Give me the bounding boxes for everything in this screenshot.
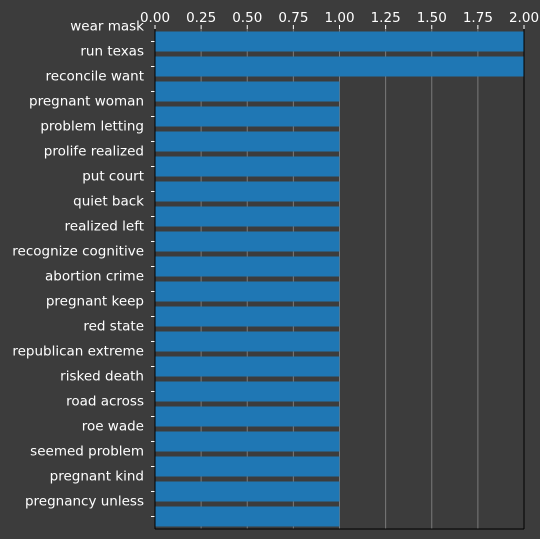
- bar: [155, 81, 340, 102]
- x-tick-label: 0.75: [278, 10, 308, 26]
- grid-lines: [154, 29, 525, 529]
- bar: [155, 231, 340, 252]
- bars: [155, 31, 524, 527]
- bar: [155, 356, 340, 377]
- y-tick-label: pregnancy unless: [25, 494, 144, 510]
- bar: [155, 406, 340, 427]
- y-tick-label: problem letting: [40, 119, 144, 135]
- y-tick-label: seemed problem: [30, 444, 144, 460]
- x-tick-label: 2.00: [509, 10, 539, 26]
- y-tick-label: prolife realized: [44, 144, 144, 160]
- x-tick-label: 0.50: [232, 10, 262, 26]
- y-tick-label: run texas: [80, 44, 144, 60]
- bar: [155, 431, 340, 452]
- x-tick-label: 1.00: [324, 10, 354, 26]
- bar: [155, 56, 524, 77]
- y-tick-label: pregnant kind: [50, 469, 144, 485]
- axes-frame: [154, 29, 525, 530]
- y-tick-label: recognize cognitive: [12, 244, 144, 260]
- y-tick-label: republican extreme: [12, 344, 144, 360]
- bar: [155, 256, 340, 277]
- bar: [155, 456, 340, 477]
- bar: [155, 31, 524, 52]
- bar: [155, 156, 340, 177]
- y-tick-label: red state: [83, 319, 144, 335]
- x-tick-label: 1.25: [371, 10, 401, 26]
- y-tick-label: pregnant woman: [29, 94, 144, 110]
- bar: [155, 181, 340, 202]
- bar: [155, 281, 340, 302]
- bar: [155, 481, 340, 502]
- y-tick-label: risked death: [60, 369, 144, 385]
- bar: [155, 131, 340, 152]
- y-tick-label: quiet back: [73, 194, 144, 210]
- x-tick-label: 0.00: [140, 10, 170, 26]
- y-tick-label: pregnant keep: [46, 294, 144, 310]
- bar: [155, 306, 340, 327]
- y-tick-label: abortion crime: [45, 269, 144, 285]
- x-tick-label: 1.75: [463, 10, 493, 26]
- x-axis-ticks: 0.00 0.25 0.50 0.75 1.00 1.25 1.50 1.75 2.00: [140, 10, 539, 29]
- y-tick-label: put court: [82, 169, 144, 185]
- bar: [155, 106, 340, 127]
- bar: [155, 206, 340, 227]
- x-tick-label: 0.25: [186, 10, 216, 26]
- y-tick-label: road across: [66, 394, 144, 410]
- y-tick-label: realized left: [65, 219, 144, 235]
- y-tick-label: reconcile want: [46, 69, 144, 85]
- x-tick-label: 1.50: [417, 10, 447, 26]
- y-tick-label: wear mask: [70, 19, 144, 35]
- y-axis-labels: wear mask run texas reconcile want pregnant…: [12, 19, 155, 517]
- bar: [155, 331, 340, 352]
- bar: [155, 506, 340, 527]
- y-tick-label: roe wade: [82, 419, 144, 435]
- bar: [155, 381, 340, 402]
